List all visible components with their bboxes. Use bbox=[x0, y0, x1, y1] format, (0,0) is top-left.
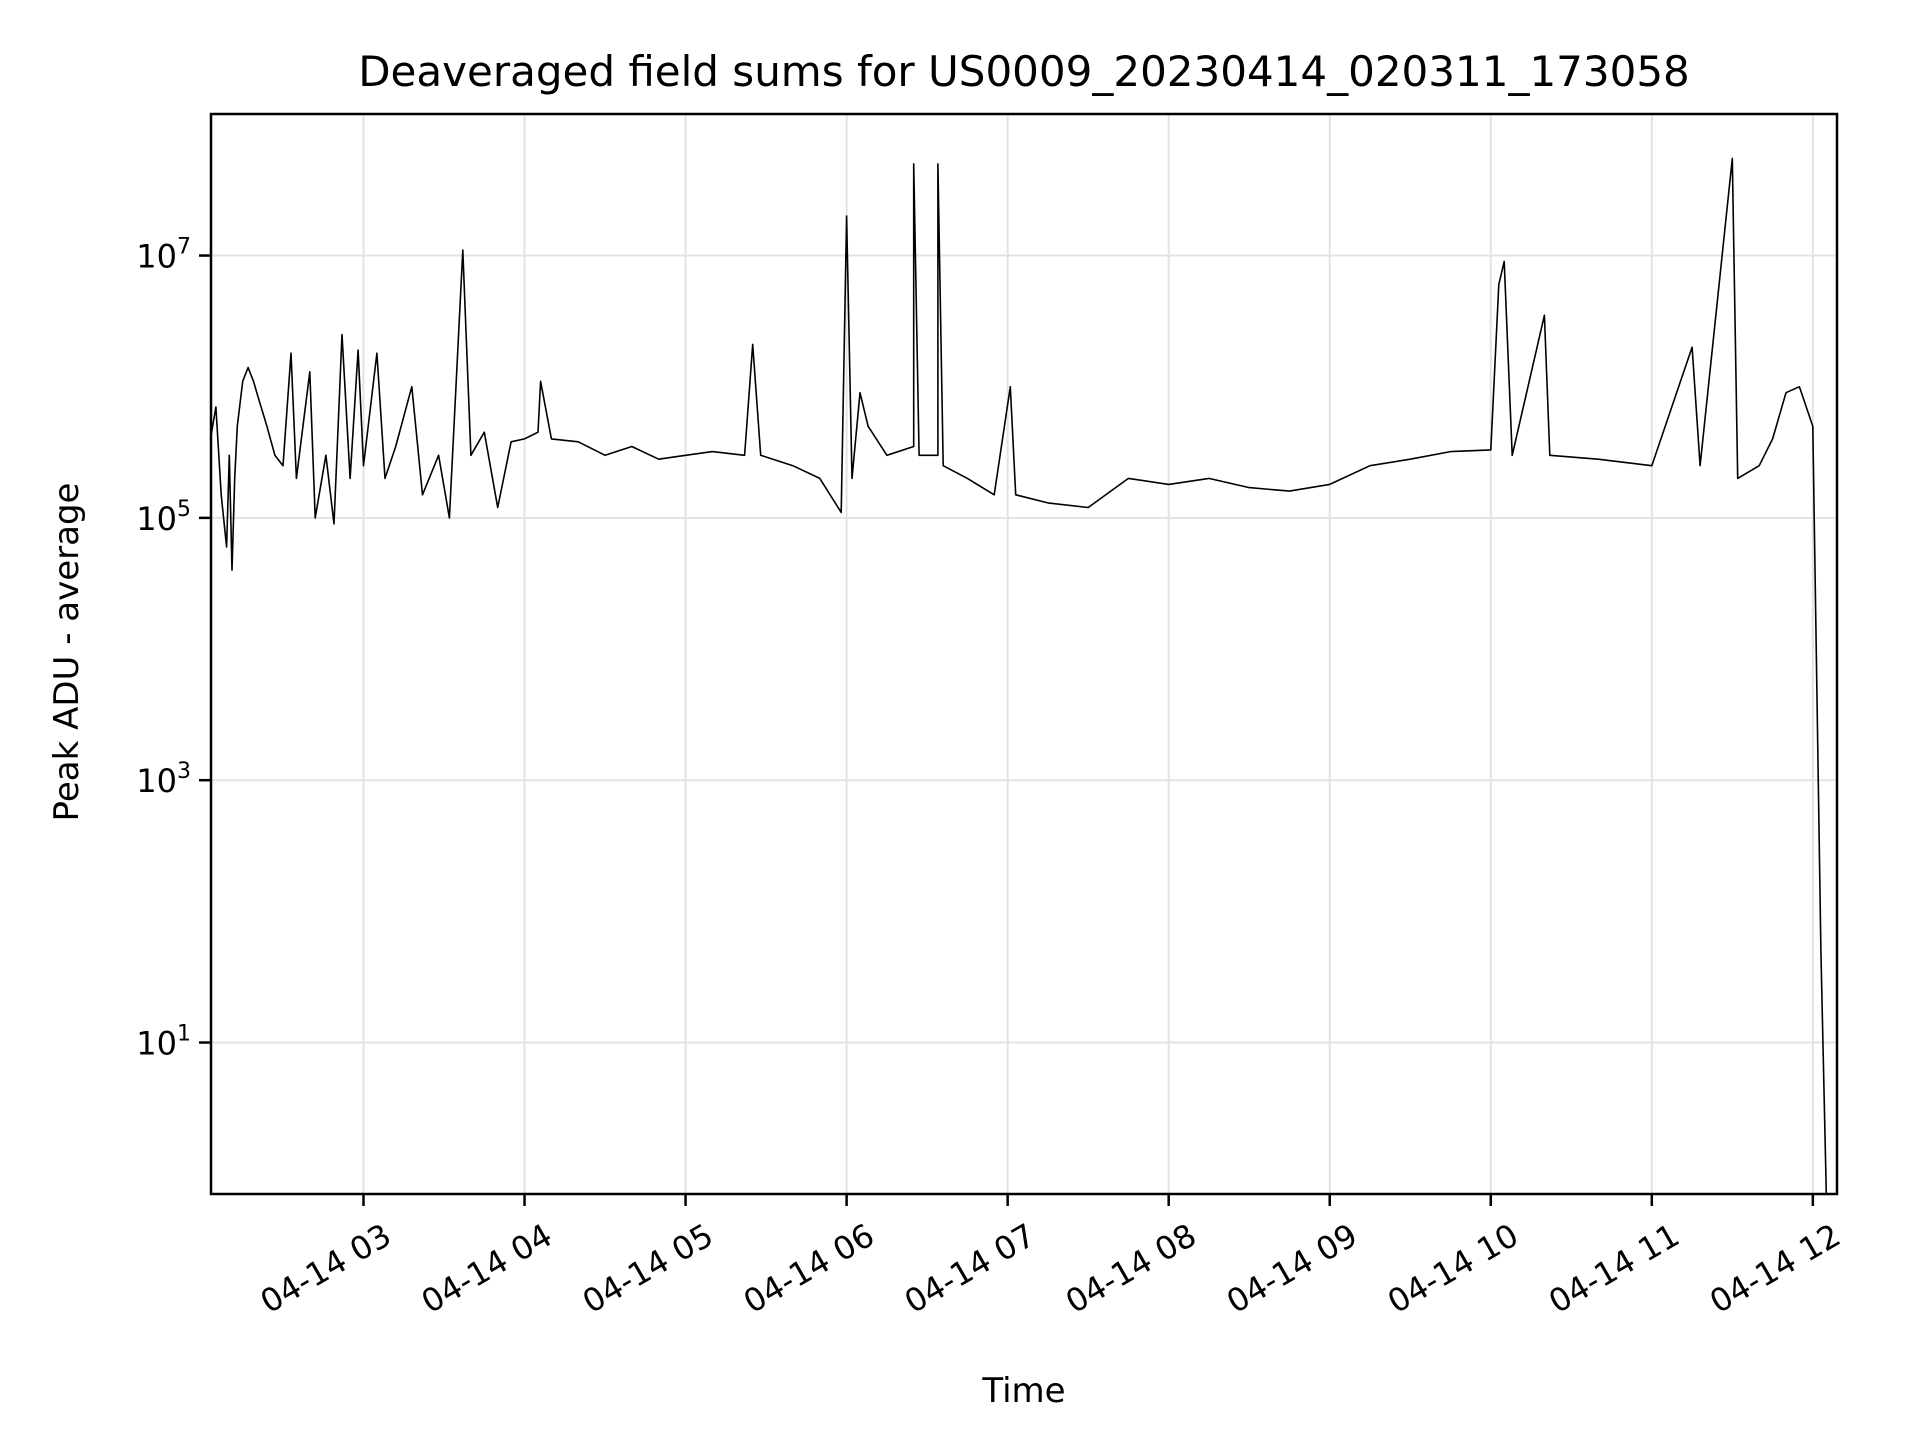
y-tick-base: 10 bbox=[136, 238, 177, 276]
x-tick-label: 04-14 09 bbox=[1220, 1216, 1364, 1321]
chart-title: Deaveraged field sums for US0009_2023041… bbox=[358, 47, 1690, 96]
x-tick-label: 04-14 07 bbox=[898, 1216, 1042, 1321]
x-tick-label: 04-14 11 bbox=[1542, 1216, 1686, 1321]
y-tick-exponent: 5 bbox=[177, 497, 191, 522]
y-tick-label: 103 bbox=[136, 759, 191, 800]
y-tick-base: 10 bbox=[136, 500, 177, 538]
y-tick-base: 10 bbox=[136, 762, 177, 800]
x-tick-label: 04-14 05 bbox=[576, 1216, 720, 1321]
y-axis-label: Peak ADU - average bbox=[47, 483, 87, 822]
y-tick-exponent: 3 bbox=[177, 759, 191, 784]
x-tick-label: 04-14 10 bbox=[1381, 1216, 1525, 1321]
series-layer bbox=[209, 157, 1828, 1195]
y-tick-base: 10 bbox=[136, 1025, 177, 1063]
x-tick-label: 04-14 04 bbox=[415, 1216, 559, 1321]
x-tick-label: 04-14 06 bbox=[737, 1216, 881, 1321]
x-ticks-layer: 04-14 03 04-14 04 04-14 05 04-14 06 04-14 07… bbox=[254, 1194, 1847, 1321]
plot-frame bbox=[209, 112, 1839, 1196]
y-tick-exponent: 1 bbox=[177, 1022, 191, 1047]
y-tick-label: 105 bbox=[136, 497, 191, 538]
x-tick-label: 04-14 08 bbox=[1059, 1216, 1203, 1321]
grid-layer bbox=[211, 114, 1837, 1194]
x-axis-label: Time bbox=[981, 1371, 1065, 1411]
y-tick-exponent: 7 bbox=[177, 235, 191, 260]
series-line bbox=[209, 157, 1828, 1195]
y-tick-label: 101 bbox=[136, 1022, 191, 1063]
x-tick-label: 04-14 12 bbox=[1703, 1216, 1847, 1321]
y-tick-label: 107 bbox=[136, 235, 191, 276]
x-tick-label: 04-14 03 bbox=[254, 1216, 398, 1321]
